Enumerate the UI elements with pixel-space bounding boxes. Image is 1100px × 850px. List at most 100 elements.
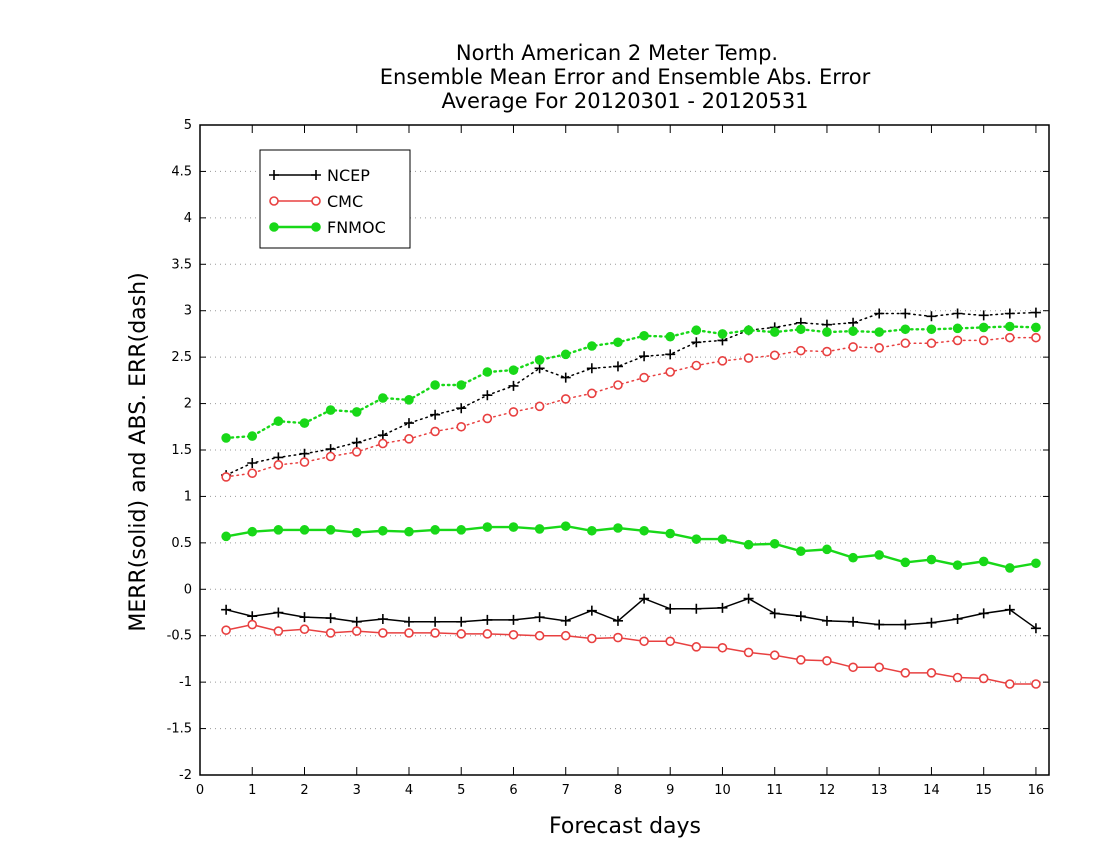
series-ncep-abs-err-line bbox=[225, 311, 1037, 476]
series-ncep-abs-err-point bbox=[978, 310, 989, 321]
series-fnmoc-merr-point bbox=[560, 521, 571, 531]
series-ncep-abs-err-point bbox=[351, 437, 362, 448]
series-cmc-merr-point bbox=[247, 619, 258, 630]
y-tick-label: 4.5 bbox=[171, 164, 192, 179]
series-cmc-merr-point bbox=[796, 655, 806, 665]
series-ncep-abs-err-point bbox=[639, 351, 650, 362]
series-ncep-merr-point bbox=[821, 615, 832, 626]
series-cmc-merr-point bbox=[560, 630, 571, 641]
series-ncep-abs-err-point bbox=[1030, 307, 1041, 318]
series-fnmoc bbox=[221, 321, 1041, 573]
series-cmc-merr-point bbox=[351, 626, 362, 636]
series-cmc-merr-point bbox=[273, 626, 284, 636]
series-fnmoc-merr-point bbox=[639, 525, 649, 536]
legend-marker bbox=[269, 170, 279, 180]
series-ncep-merr-point bbox=[1030, 623, 1041, 634]
series-fnmoc-abs-err-point bbox=[482, 367, 493, 377]
series-ncep-abs-err-point bbox=[247, 458, 258, 468]
series-cmc-merr-point bbox=[926, 668, 937, 678]
series-fnmoc-merr-point bbox=[665, 528, 676, 539]
series-ncep-merr-point bbox=[482, 614, 493, 625]
series-ncep-merr-point bbox=[874, 619, 885, 630]
series-ncep-abs-err-point bbox=[430, 409, 441, 420]
series-ncep-merr-point bbox=[743, 593, 754, 604]
series-ncep-abs-err-point bbox=[508, 380, 519, 391]
legend-marker bbox=[311, 196, 321, 206]
series-ncep-merr-point bbox=[639, 593, 650, 604]
x-tick-label: 4 bbox=[405, 783, 413, 798]
series-ncep-merr-point bbox=[978, 608, 989, 619]
x-tick-label: 1 bbox=[248, 783, 256, 798]
series-cmc-merr-point bbox=[299, 624, 310, 635]
series-cmc-abs-err-point bbox=[430, 426, 440, 437]
series-fnmoc-abs-err-point bbox=[404, 395, 414, 405]
y-tick-label: 3 bbox=[184, 304, 192, 319]
series-ncep-merr-point bbox=[273, 607, 284, 618]
series-cmc-abs-err-point bbox=[978, 335, 989, 346]
series-ncep-merr-point bbox=[612, 615, 623, 626]
series-fnmoc-merr-point bbox=[430, 525, 440, 535]
series-fnmoc-merr-point bbox=[822, 544, 832, 555]
series-fnmoc-abs-err-point bbox=[1005, 321, 1015, 332]
y-tick-label: 0.5 bbox=[171, 536, 192, 551]
series-cmc-abs-err-point bbox=[952, 335, 963, 346]
series-ncep bbox=[221, 307, 1041, 634]
series-ncep-merr-point bbox=[351, 616, 362, 627]
series-fnmoc-merr-point bbox=[247, 526, 258, 537]
series-ncep-merr-point bbox=[795, 611, 806, 622]
series-ncep-merr-point bbox=[691, 603, 702, 614]
series-cmc-abs-err-point bbox=[926, 338, 937, 349]
series-fnmoc-merr-point bbox=[221, 531, 231, 542]
series-fnmoc-abs-err-point bbox=[952, 323, 963, 334]
x-tick-label: 5 bbox=[457, 783, 465, 798]
series-cmc-merr-point bbox=[508, 629, 519, 640]
series-fnmoc-merr-point bbox=[1031, 558, 1041, 569]
series-ncep-abs-err-point bbox=[403, 418, 414, 429]
series-cmc-merr-point bbox=[482, 629, 493, 639]
series-cmc-merr-point bbox=[900, 668, 911, 678]
series-ncep-abs-err-point bbox=[874, 308, 885, 319]
legend-label: CMC bbox=[327, 192, 363, 211]
series-fnmoc-merr-point bbox=[508, 522, 519, 532]
series-cmc-abs-err-point bbox=[299, 457, 310, 467]
x-tick-label: 3 bbox=[353, 783, 361, 798]
legend-label: NCEP bbox=[327, 166, 370, 185]
legend-marker bbox=[269, 196, 279, 206]
series-ncep-abs-err-point bbox=[1004, 308, 1015, 319]
series-fnmoc-merr-point bbox=[952, 560, 963, 570]
x-tick-label: 0 bbox=[196, 783, 204, 798]
series-fnmoc-merr-point bbox=[299, 525, 310, 535]
series-ncep-merr-point bbox=[926, 617, 937, 628]
series-cmc-abs-err-line bbox=[225, 336, 1037, 478]
series-fnmoc-merr-point bbox=[587, 525, 597, 536]
series-cmc-abs-err-point bbox=[796, 345, 806, 356]
y-tick-label: 1 bbox=[184, 489, 192, 504]
series-ncep-merr-point bbox=[952, 614, 963, 624]
chart-title-line-3: Average For 20120301 - 20120531 bbox=[441, 89, 808, 113]
series-ncep-merr-point bbox=[325, 613, 336, 624]
series-ncep-abs-err-point bbox=[900, 308, 911, 319]
series-cmc-merr-point bbox=[952, 672, 963, 683]
series-cmc-abs-err-point bbox=[247, 468, 258, 479]
axes: -2-1.5-1-0.500.511.522.533.544.550 1 2 3 4 5 6… bbox=[167, 118, 1050, 798]
chart-title: North American 2 Meter Temp. Ensemble Me… bbox=[380, 41, 871, 113]
series-ncep-abs-err-point bbox=[482, 390, 493, 401]
y-tick-label: 5 bbox=[184, 118, 192, 133]
x-tick-label: 14 bbox=[923, 783, 940, 798]
x-tick-label: 13 bbox=[871, 783, 888, 798]
series-cmc-abs-err-point bbox=[508, 407, 519, 417]
y-tick-label: -0.5 bbox=[167, 629, 192, 644]
series-cmc-abs-err-point bbox=[325, 451, 336, 462]
series-fnmoc-merr-point bbox=[613, 523, 623, 533]
series-cmc-merr-point bbox=[978, 673, 989, 684]
series-ncep-merr-point bbox=[247, 611, 258, 622]
series-fnmoc-abs-err-point bbox=[430, 380, 440, 390]
y-tick-label: 4 bbox=[184, 211, 192, 226]
series-fnmoc-merr-point bbox=[848, 552, 858, 563]
series-cmc-merr-point bbox=[769, 650, 780, 661]
y-tick-label: 3.5 bbox=[171, 257, 192, 272]
series-ncep-merr-point bbox=[534, 612, 545, 623]
series-ncep-merr-point bbox=[430, 616, 441, 627]
series-fnmoc-abs-err-point bbox=[1031, 322, 1041, 333]
